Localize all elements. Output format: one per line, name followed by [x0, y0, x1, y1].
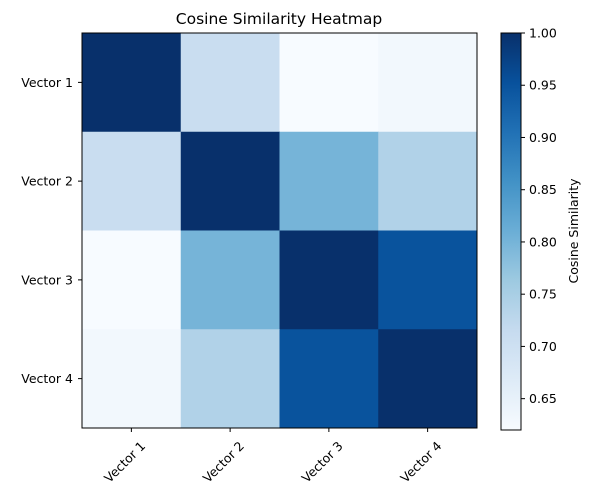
- heatmap-cell: [279, 131, 379, 231]
- y-tick-label: Vector 1: [21, 75, 73, 90]
- heatmap-cell: [378, 230, 478, 330]
- x-tick-label: Vector 2: [200, 438, 247, 485]
- heatmap-cell: [378, 33, 478, 133]
- y-axis: Vector 1 Vector 2 Vector 3 Vector 4: [21, 75, 82, 386]
- plot-frame: [81, 32, 478, 429]
- colorbar-tick-label: 0.95: [529, 78, 557, 93]
- colorbar-tick-label: 1.00: [529, 26, 557, 41]
- chart-title: Cosine Similarity Heatmap: [176, 10, 382, 28]
- y-tick-label: Vector 4: [21, 371, 73, 386]
- heatmap-cell: [279, 329, 379, 429]
- y-tick-label: Vector 3: [21, 272, 73, 287]
- heatmap-cell: [378, 329, 478, 429]
- colorbar-tick-label: 0.80: [529, 234, 557, 249]
- colorbar-gradient: [501, 33, 521, 430]
- x-tick-label: Vector 4: [397, 438, 444, 485]
- heatmap-cell: [82, 33, 182, 133]
- heatmap-cell: [279, 230, 379, 330]
- heatmap-cell: [180, 230, 280, 330]
- colorbar-tick-label: 0.85: [529, 182, 557, 197]
- colorbar-tick-label: 0.65: [529, 391, 557, 406]
- x-tick-label: Vector 1: [101, 438, 148, 485]
- heatmap-cell: [180, 329, 280, 429]
- x-tick-label: Vector 3: [299, 438, 346, 485]
- heatmap-cell: [180, 131, 280, 231]
- heatmap-cell: [180, 33, 280, 133]
- heatmap-cell: [378, 131, 478, 231]
- heatmap-cell: [82, 131, 182, 231]
- heatmap-cell: [82, 230, 182, 330]
- colorbar-tick-label: 0.70: [529, 339, 557, 354]
- y-tick-label: Vector 2: [21, 174, 73, 189]
- colorbar-frame: [500, 32, 522, 431]
- colorbar-ticks: 0.65 0.70 0.75 0.80 0.85 0.90 0.95 1.00: [521, 26, 557, 406]
- heatmap-cell: [82, 329, 182, 429]
- colorbar-label: Cosine Similarity: [566, 178, 581, 284]
- colorbar: 0.65 0.70 0.75 0.80 0.85 0.90 0.95 1.00 Cosine …: [500, 26, 581, 431]
- heatmap-cell: [279, 33, 379, 133]
- x-axis: Vector 1 Vector 2 Vector 3 Vector 4: [101, 428, 445, 486]
- colorbar-tick-label: 0.90: [529, 130, 557, 145]
- heatmap-cells: [82, 33, 478, 429]
- colorbar-tick-label: 0.75: [529, 287, 557, 302]
